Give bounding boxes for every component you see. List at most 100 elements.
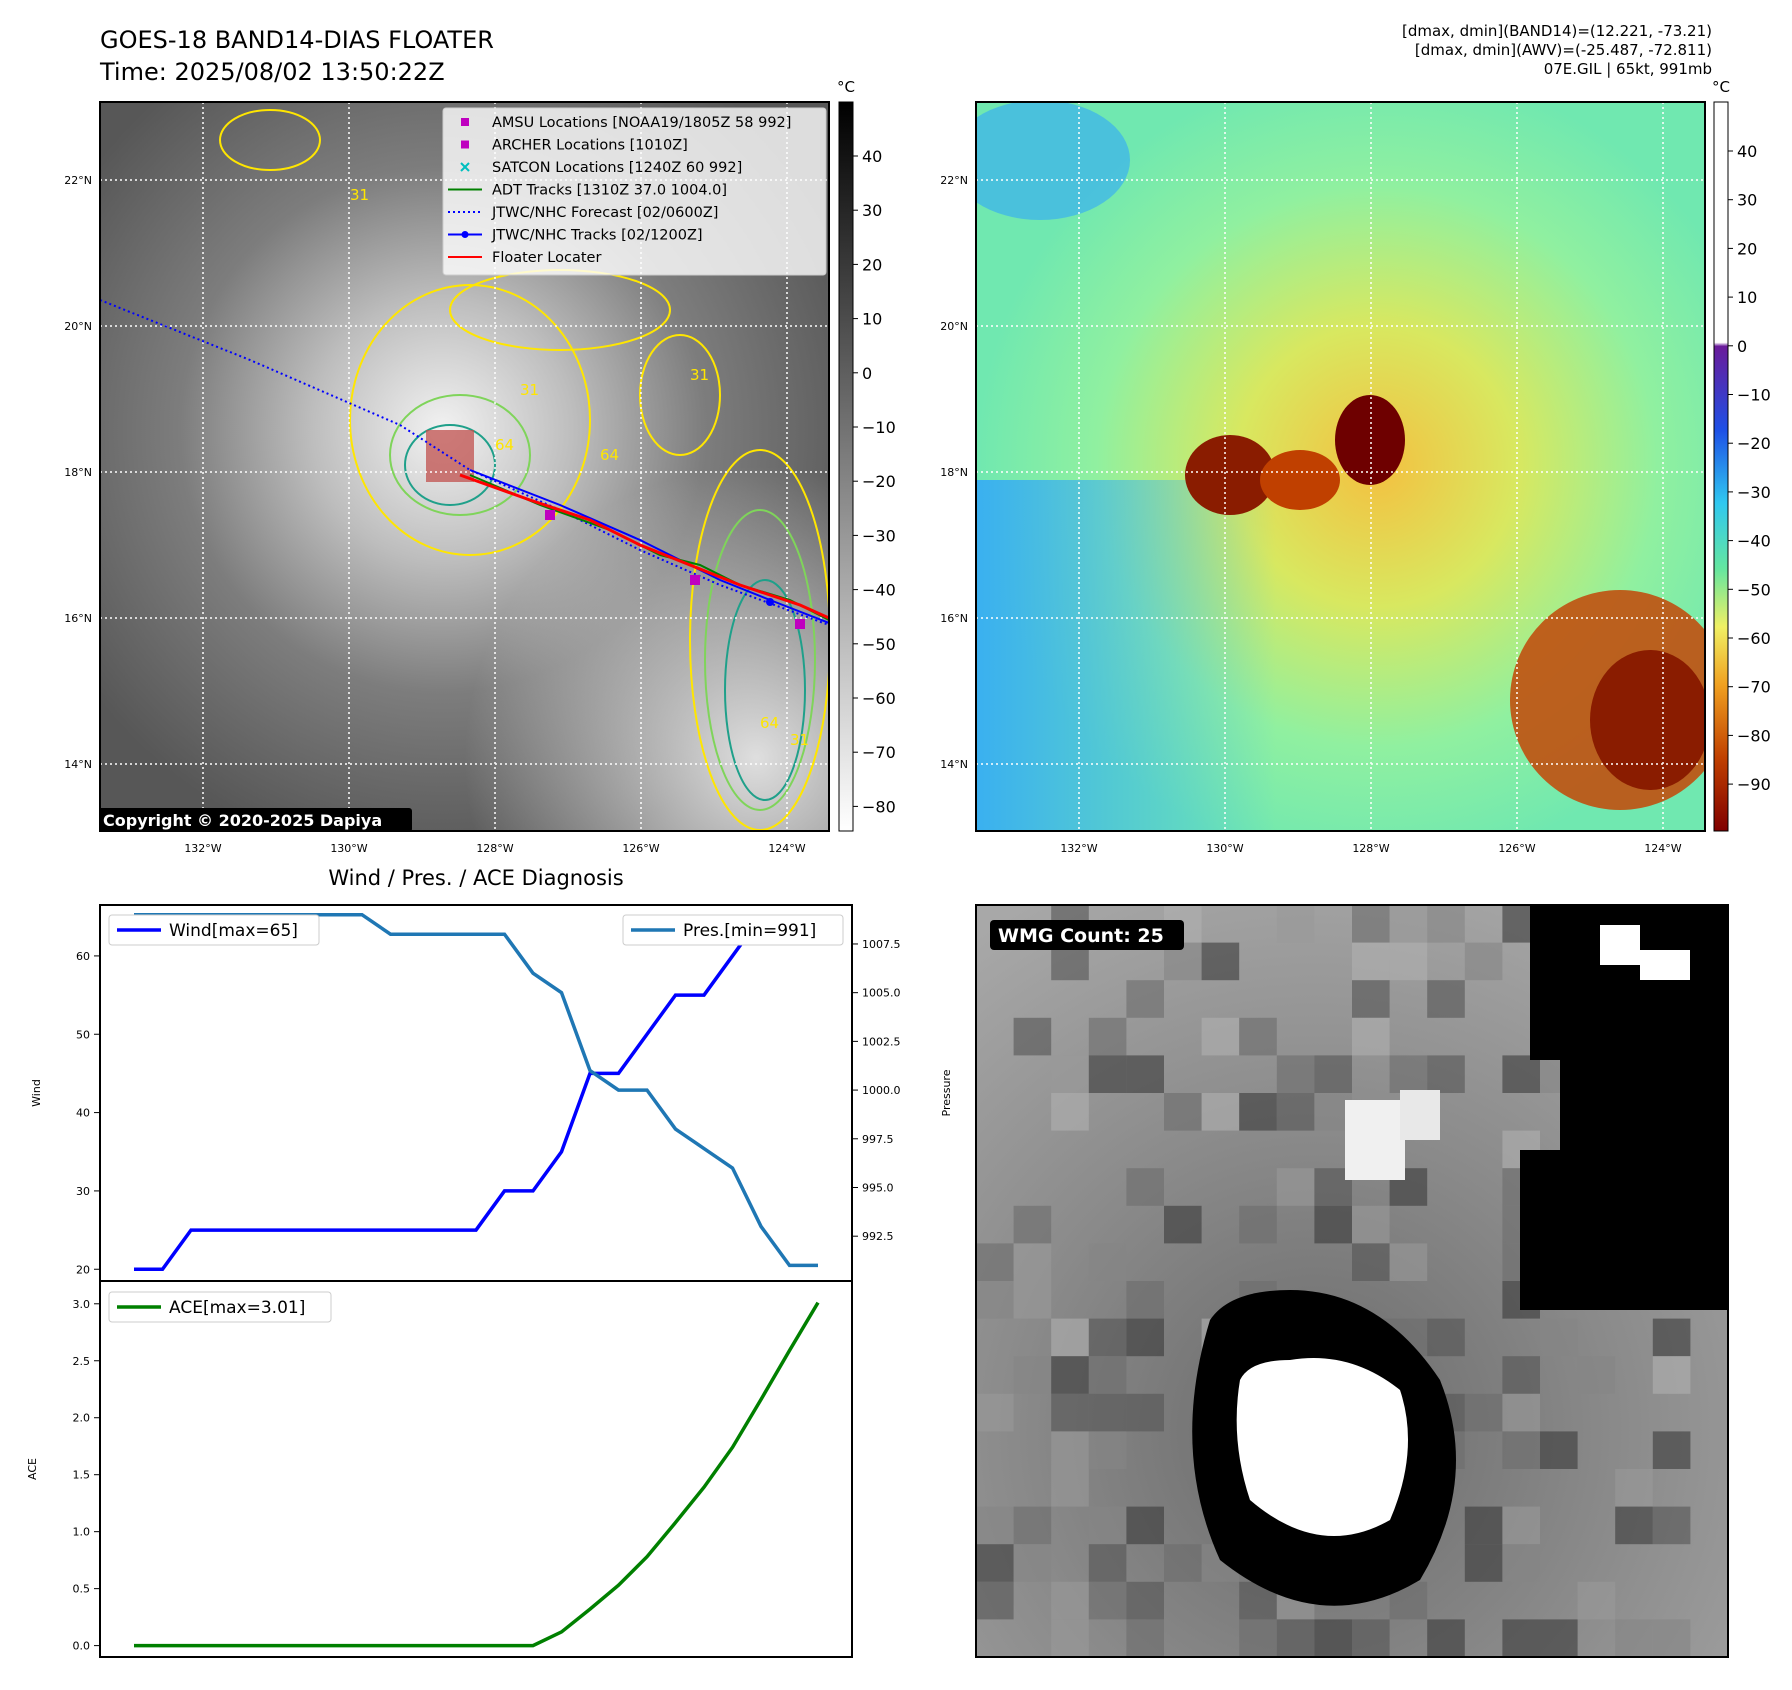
contour-ring	[404, 424, 496, 506]
lat-tick-label: 14°N	[940, 758, 968, 771]
wmg-cell	[1088, 1506, 1127, 1545]
contour-ring	[349, 284, 591, 556]
contour-label: 64	[760, 714, 779, 732]
wmg-cell	[1577, 1356, 1616, 1394]
lon-tick-label: 124°W	[1644, 842, 1681, 855]
ir-colorbar	[838, 101, 854, 832]
lon-tick-label: 132°W	[1060, 842, 1097, 855]
wind-chart-frame	[99, 904, 853, 1282]
pressure-ytick-label: 1005.0	[862, 987, 901, 1000]
wmg-cell	[1088, 1431, 1127, 1469]
wv-colorbar-ticks: 40 30 20 10 0 −10 −20 −30 −40 −50 −60 −70 −80 −90	[1728, 142, 1771, 794]
lon-tick-label: 128°W	[1352, 842, 1389, 855]
contour-label: 64	[495, 436, 514, 454]
ace-ytick-label: 2.0	[73, 1412, 91, 1425]
wmg-cell	[976, 1281, 1014, 1319]
wmg-cell	[1352, 1619, 1390, 1657]
legend-marker	[461, 118, 469, 126]
wmg-cell	[1088, 1356, 1127, 1394]
legend-marker	[460, 162, 470, 172]
amsu-marker	[690, 575, 700, 585]
wmg-cell	[1389, 942, 1428, 981]
wmg-cell	[1314, 1619, 1352, 1657]
wmg-cell	[1352, 1017, 1390, 1056]
legend-label: ARCHER Locations [1010Z]	[492, 138, 688, 154]
lat-tick-label: 22°N	[64, 174, 92, 187]
wmg-cold-region	[1520, 905, 1728, 1310]
wmg-cell	[976, 1544, 1014, 1582]
wmg-cell	[1427, 905, 1465, 943]
wmg-cell	[1051, 1619, 1089, 1657]
wmg-cell	[1577, 1581, 1616, 1620]
wmg-cell	[1013, 1281, 1052, 1319]
contour-label: 31	[790, 731, 809, 749]
colorbar-tick-label: 40	[1737, 142, 1757, 161]
colorbar-tick-label: −40	[1737, 532, 1771, 551]
wmg-cell	[1088, 1318, 1127, 1357]
wmg-cell	[1051, 1393, 1089, 1432]
wv-gridlines	[976, 102, 1705, 831]
colorbar-tick-label: −80	[1737, 726, 1771, 745]
pressure-ylabel: Pressure	[940, 1069, 953, 1116]
storm-info: [dmax, dmin](BAND14)=(12.221, -73.21) [d…	[1402, 22, 1712, 79]
ace-legend-box	[108, 1291, 332, 1323]
wmg-cell	[1464, 1506, 1503, 1545]
colorbar-tick-label: −40	[862, 581, 896, 600]
lon-tick-label: 130°W	[1206, 842, 1243, 855]
wmg-cell	[1464, 1544, 1503, 1582]
colorbar-tick-label: 30	[1737, 191, 1757, 210]
wmg-panel: WMG Count: 25	[975, 904, 1729, 1658]
legend-label: JTWC/NHC Forecast [02/0600Z]	[491, 205, 718, 221]
wmg-cell	[1540, 1318, 1578, 1357]
wind-ytick-label: 20	[76, 1263, 90, 1276]
wmg-cell	[1164, 1544, 1202, 1582]
colorbar-tick-label: −30	[862, 526, 896, 545]
wmg-cell	[1314, 1055, 1352, 1093]
floater-box	[426, 430, 474, 482]
wmg-cell	[1389, 905, 1428, 943]
contour-label: 31	[520, 381, 539, 399]
wmg-cell	[1502, 1055, 1540, 1093]
wmg-cell	[1126, 1619, 1164, 1657]
ace-ytick-label: 1.5	[73, 1469, 91, 1482]
contour-ring	[639, 334, 721, 456]
wv-cold-top	[1185, 435, 1275, 515]
wind-line	[134, 915, 818, 1271]
wmg-cell	[1502, 1619, 1540, 1657]
contour-label: 31	[690, 366, 709, 384]
wind-legend-box	[108, 914, 320, 946]
colorbar-tick-label: 0	[1737, 337, 1747, 356]
legend-label: AMSU Locations [NOAA19/1805Z 58 992]	[492, 115, 791, 131]
wv-cold-top	[1335, 395, 1405, 485]
colorbar-tick-label: 20	[1737, 239, 1757, 258]
lat-tick-label: 20°N	[940, 320, 968, 333]
pressure-ytick-label: 1007.5	[862, 938, 901, 951]
wmg-frame	[975, 904, 1729, 1658]
wmg-cell	[1126, 1393, 1164, 1432]
legend-box	[442, 107, 827, 276]
info-band14: [dmax, dmin](BAND14)=(12.221, -73.21)	[1401, 22, 1712, 40]
wmg-cell	[1652, 1619, 1691, 1657]
wmg-cell	[1540, 1619, 1578, 1657]
wmg-cell	[1502, 1431, 1540, 1469]
wmg-cell	[1051, 1431, 1089, 1469]
wmg-cell	[1201, 1093, 1240, 1131]
wmg-cell	[1239, 1205, 1277, 1244]
pressure-ytick-label: 997.5	[862, 1133, 894, 1146]
wind-ylabel: Wind	[30, 1079, 43, 1107]
pressure-ytick-label: 992.5	[862, 1230, 894, 1243]
colorbar-tick-label: −20	[862, 472, 896, 491]
wmg-count-label: WMG Count: 25	[998, 925, 1164, 947]
chart-title: Wind / Pres. / ACE Diagnosis	[328, 866, 623, 890]
amsu-marker	[795, 619, 805, 629]
wind-ytick-label: 60	[76, 950, 90, 963]
colorbar-tick-label: 0	[862, 364, 872, 383]
wmg-cell	[1276, 1168, 1315, 1206]
info-awv: [dmax, dmin](AWV)=(-25.487, -72.811)	[1414, 41, 1712, 59]
wmg-cell	[1352, 980, 1390, 1018]
ace-ytick-label: 2.5	[73, 1355, 91, 1368]
floater-track	[459, 473, 829, 620]
wv-dry-nw	[976, 102, 1130, 220]
legend-label: ADT Tracks [1310Z 37.0 1004.0]	[492, 183, 727, 199]
wmg-cell	[976, 1393, 1014, 1432]
